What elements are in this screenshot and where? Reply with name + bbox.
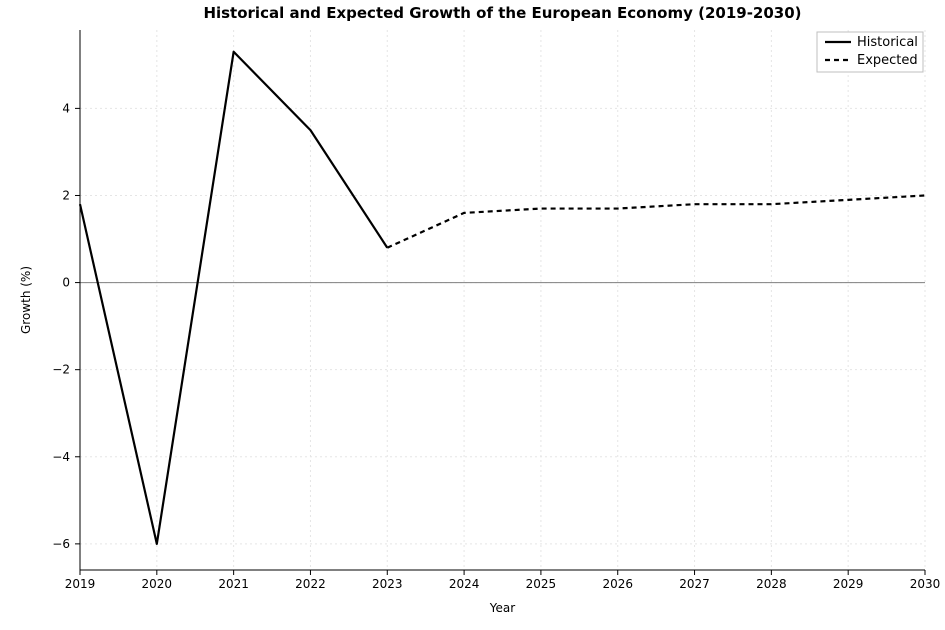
x-tick-label: 2024 — [449, 577, 480, 591]
x-tick-label: 2026 — [602, 577, 633, 591]
x-tick-label: 2028 — [756, 577, 787, 591]
x-tick-label: 2030 — [910, 577, 941, 591]
x-tick-label: 2021 — [218, 577, 249, 591]
y-tick-label: 4 — [62, 101, 70, 115]
x-tick-label: 2027 — [679, 577, 710, 591]
y-tick-label: 2 — [62, 188, 70, 202]
x-axis-label: Year — [489, 601, 515, 615]
x-tick-label: 2023 — [372, 577, 403, 591]
x-tick-label: 2019 — [65, 577, 96, 591]
legend-label: Expected — [857, 53, 918, 68]
y-tick-label: 0 — [62, 276, 70, 290]
chart-title: Historical and Expected Growth of the Eu… — [203, 4, 801, 22]
legend-label: Historical — [857, 35, 918, 50]
y-tick-label: −4 — [52, 450, 70, 464]
y-tick-label: −6 — [52, 537, 70, 551]
x-tick-label: 2029 — [833, 577, 864, 591]
y-tick-label: −2 — [52, 363, 70, 377]
chart-container: 2019 2020 2021 2022 2023 2024 2025 2026 2027 2028… — [0, 0, 945, 630]
x-tick-label: 2020 — [142, 577, 173, 591]
x-tick-label: 2025 — [526, 577, 557, 591]
x-tick-label: 2022 — [295, 577, 326, 591]
line-chart: 2019 2020 2021 2022 2023 2024 2025 2026 2027 2028… — [0, 0, 945, 630]
y-axis-label: Growth (%) — [19, 266, 33, 334]
series-line-1 — [387, 195, 925, 247]
